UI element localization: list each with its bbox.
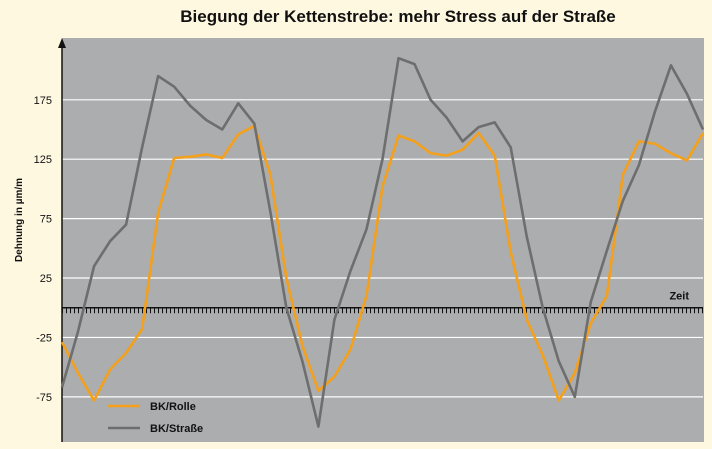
legend-label: BK/Rolle [150,401,196,413]
y-axis-arrow [58,38,66,48]
y-axis-label: Dehnung in µm/m [14,178,25,262]
y-tick-label: 25 [40,273,52,285]
x-axis-label: Zeit [669,291,689,303]
y-tick-label: -25 [36,332,52,344]
legend-label: BK/Straße [150,423,203,435]
series-line [60,56,705,428]
y-tick-label: 175 [34,95,52,107]
y-tick-label: 125 [34,154,52,166]
y-tick-label: 75 [40,214,52,226]
y-tick-label: -75 [36,392,52,404]
series-line [60,124,705,402]
chart-title: Biegung der Kettenstrebe: mehr Stress au… [180,7,616,26]
plot-area [62,38,704,442]
